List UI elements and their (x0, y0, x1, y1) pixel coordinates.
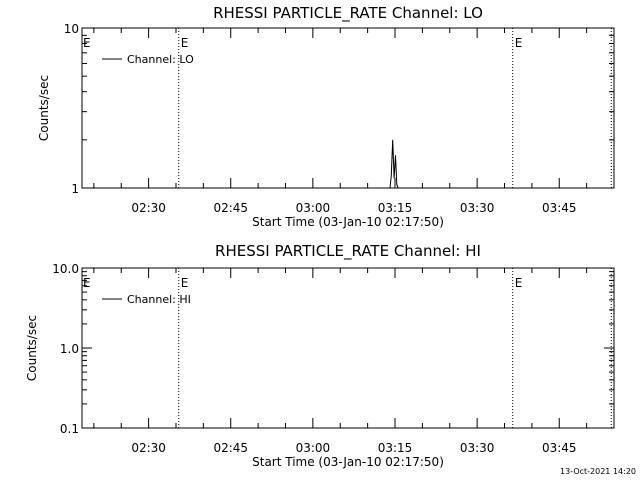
event-marker-label: E (515, 276, 523, 290)
x-axis-label: Start Time (03-Jan-10 02:17:50) (252, 215, 444, 229)
event-marker-label: E (181, 276, 189, 290)
x-tick-label: 02:45 (213, 201, 248, 215)
generation-timestamp: 13-Oct-2021 14:20 (560, 467, 636, 476)
x-tick-label: 03:15 (378, 201, 413, 215)
plot-frame (81, 267, 615, 429)
legend-entry: Channel: HI (127, 293, 191, 306)
x-tick-label: 02:30 (131, 441, 166, 455)
y-tick-label: 1 (71, 182, 79, 196)
y-tick-label: 1.0 (60, 342, 79, 356)
y-axis-label: Counts/sec (25, 315, 39, 381)
y-tick-label: 0.1 (60, 422, 79, 436)
hi-channel-panel: RHESSI PARTICLE_RATE Channel: HI Counts/s… (25, 242, 615, 469)
event-marker-label-left: E (83, 36, 91, 50)
legend-entry: Channel: LO (127, 53, 194, 66)
x-tick-label: 03:00 (296, 441, 331, 455)
event-marker-label: E (515, 36, 523, 50)
event-marker-label: E (181, 36, 189, 50)
y-axis-label: Counts/sec (37, 75, 51, 141)
x-axis-label: Start Time (03-Jan-10 02:17:50) (252, 455, 444, 469)
plot-frame (81, 27, 615, 189)
y-tick-label: 10.0 (52, 262, 79, 276)
x-tick-label: 02:45 (213, 441, 248, 455)
x-tick-label: 03:30 (460, 441, 495, 455)
x-tick-label: 02:30 (131, 201, 166, 215)
series-line (389, 139, 399, 189)
x-tick-label: 03:00 (296, 201, 331, 215)
lo-channel-panel: RHESSI PARTICLE_RATE Channel: LO Counts/s… (37, 4, 615, 229)
x-tick-label: 03:30 (460, 201, 495, 215)
event-marker-label-left: E (83, 276, 91, 290)
x-tick-label: 03:15 (378, 441, 413, 455)
chart-title: RHESSI PARTICLE_RATE Channel: HI (215, 242, 481, 261)
chart-title: RHESSI PARTICLE_RATE Channel: LO (213, 4, 483, 23)
x-tick-label: 03:45 (542, 441, 577, 455)
y-tick-label: 10 (64, 22, 79, 36)
x-tick-label: 03:45 (542, 201, 577, 215)
